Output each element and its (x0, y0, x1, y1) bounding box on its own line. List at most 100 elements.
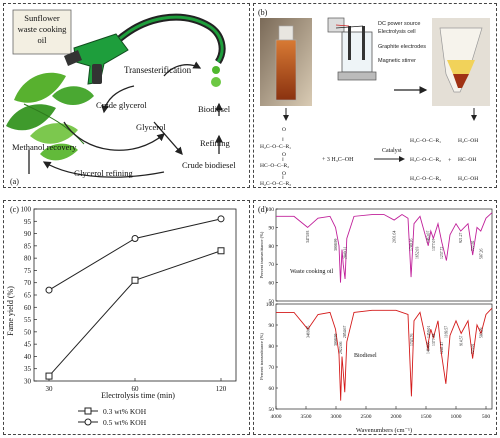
fuel-hose-stripe (114, 15, 224, 63)
peak-label: 2854.67 (343, 326, 347, 338)
peak-label: 1463.07 (427, 231, 431, 243)
dc-power-label: DC power source (378, 21, 421, 27)
svg-text:H₂C–OH: H₂C–OH (458, 176, 478, 182)
x-tick-label: 120 (216, 385, 227, 393)
process-diagram-svg: Sunflower waste cooking oil (6, 9, 236, 186)
svg-text:H₂C–OH: H₂C–OH (458, 138, 478, 144)
x-tick-label: 1500 (421, 414, 432, 420)
legend-circle-marker (84, 418, 92, 426)
peak-label: 3008.99 (334, 239, 338, 251)
legend-label: 0.3 wt% KOH (103, 407, 147, 416)
peak-label: 1652.03 (415, 247, 419, 259)
cycle-arrow (163, 61, 202, 77)
y-tick-label: 30 (24, 378, 32, 386)
electrolysis-cell-label: Electrolysis cell (378, 29, 416, 35)
x-axis-label: Electrolysis time (min) (101, 391, 175, 400)
glycerol-refining-arrow (42, 161, 165, 178)
graphite-label: Graphite electrodes (378, 44, 426, 50)
plot-frame (33, 208, 237, 382)
reaction-setup-svg: (b) DC power source Electrolysis cell Gr… (258, 8, 490, 187)
fuel-drop-icon (211, 77, 221, 87)
svg-text:O: O (282, 152, 286, 158)
crude-biodiesel-label: Crude biodiesel (182, 160, 236, 170)
methanol-label: + 3 H₃C–OH (322, 157, 354, 163)
glycerol-refining-label: Glycerol refining (74, 168, 134, 178)
peak-label: 1169.57 (444, 326, 448, 338)
oil-label-line-2: waste cooking (18, 24, 68, 34)
methanol-recovery-label: Methanol recovery (12, 142, 77, 152)
panel-a-process-diagram: Sunflower waste cooking oil (3, 3, 250, 188)
svg-text:H₃C–O–C–R₁: H₃C–O–C–R₁ (410, 138, 441, 144)
svg-text:HC–OH: HC–OH (458, 157, 476, 163)
y-tick-label: 45 (24, 341, 32, 349)
y-tick-label: 35 (24, 365, 32, 373)
y-axis-label: Fame yield (%) (6, 286, 15, 336)
cycle-arrow (153, 121, 183, 155)
y-tick-label: 100 (21, 206, 32, 214)
y-tick-label: 60 (269, 386, 275, 392)
y-tick-label: 75 (24, 267, 32, 275)
panel-c-fame-yield-chart: (c) Fame yield (%) Electrolysis time (mi… (3, 200, 250, 435)
y-tick-label: 100 (266, 302, 275, 308)
peak-label: 1743.76 (410, 334, 414, 346)
peak-label: 1749.16 (410, 239, 414, 251)
glycerol-label: Glycerol (136, 122, 166, 132)
x-tick-label: 3500 (301, 414, 312, 420)
y-tick-label: 80 (269, 244, 275, 250)
x-tick-label: 500 (482, 414, 491, 420)
panel-c-label: (c) (10, 205, 19, 214)
legend-square-marker (84, 407, 92, 415)
x-tick-label: 60 (132, 385, 140, 393)
spectrum-name-label: Waste cooking oil (290, 269, 334, 275)
fuel-drop-icon (212, 66, 220, 74)
x-tick-label: 30 (46, 385, 54, 393)
panel-d-ftir-chart: (d) Wavenumbers (cm⁻¹) 50 60 70 80 90 100 Perc… (253, 200, 497, 435)
y-tick-label: 65 (24, 292, 32, 300)
cycle-arrow (101, 85, 135, 114)
y-tick-label: 60 (269, 281, 275, 287)
y-axis-label: Percent transmittance (%) (259, 231, 264, 278)
y-tick-label: 100 (266, 207, 275, 213)
crude-glycerol-label: Crude glycerol (96, 100, 147, 110)
refining-label: Refining (200, 138, 230, 148)
y-tick-label: 40 (24, 353, 32, 361)
oil-label-line-3: oil (38, 35, 48, 45)
peak-label: 587.26 (479, 248, 483, 259)
x-tick-label: 2000 (391, 414, 402, 420)
peak-label: 1237.72 (440, 247, 444, 259)
data-point-square (45, 372, 53, 380)
x-tick-label: 2500 (361, 414, 372, 420)
biodiesel-label: Biodiesel (198, 104, 231, 114)
peak-label: 1377.07 (432, 239, 436, 251)
transesterification-label: Transesterification (124, 65, 192, 75)
y-tick-label: 70 (269, 262, 275, 268)
svg-text:O: O (282, 127, 286, 133)
y-tick-label: 60 (24, 304, 32, 312)
plus-sign: + (448, 158, 452, 164)
x-tick-label: 4000 (271, 414, 282, 420)
peak-label: 1377.38 (432, 334, 436, 346)
y-tick-label: 80 (24, 255, 32, 263)
svg-text:‖: ‖ (282, 175, 284, 181)
peak-label: 3469.85 (306, 326, 310, 338)
peak-label: 1241.47 (440, 342, 444, 354)
oil-label-box (12, 9, 72, 55)
subplot-frame (275, 303, 493, 410)
y-tick-label: 90 (269, 323, 275, 329)
cycle-arrow (63, 121, 165, 151)
y-tick-label: 90 (269, 225, 275, 231)
peak-label: 2849.31 (344, 247, 348, 259)
peak-label: 3473.93 (306, 231, 310, 243)
svg-text:H₃C–O–C–R₂: H₃C–O–C–R₂ (410, 157, 441, 163)
series-line (48, 250, 222, 377)
x-tick-label: 3000 (331, 414, 342, 420)
svg-text:‖: ‖ (282, 137, 284, 143)
fuel-nozzle-icon (64, 33, 129, 85)
panel-d-label: (d) (258, 205, 268, 214)
spectrum-line (276, 307, 493, 401)
svg-text:HC–O–C–R₂: HC–O–C–R₂ (260, 163, 289, 169)
y-tick-label: 50 (24, 328, 32, 336)
y-tick-label: 80 (269, 344, 275, 350)
triglyceride-structure: O‖ H₂C–O–C–R₁ O‖ HC–O–C–R₂ O‖ H₂C–O–C–R₃ (260, 127, 291, 187)
data-point-square (217, 247, 225, 255)
